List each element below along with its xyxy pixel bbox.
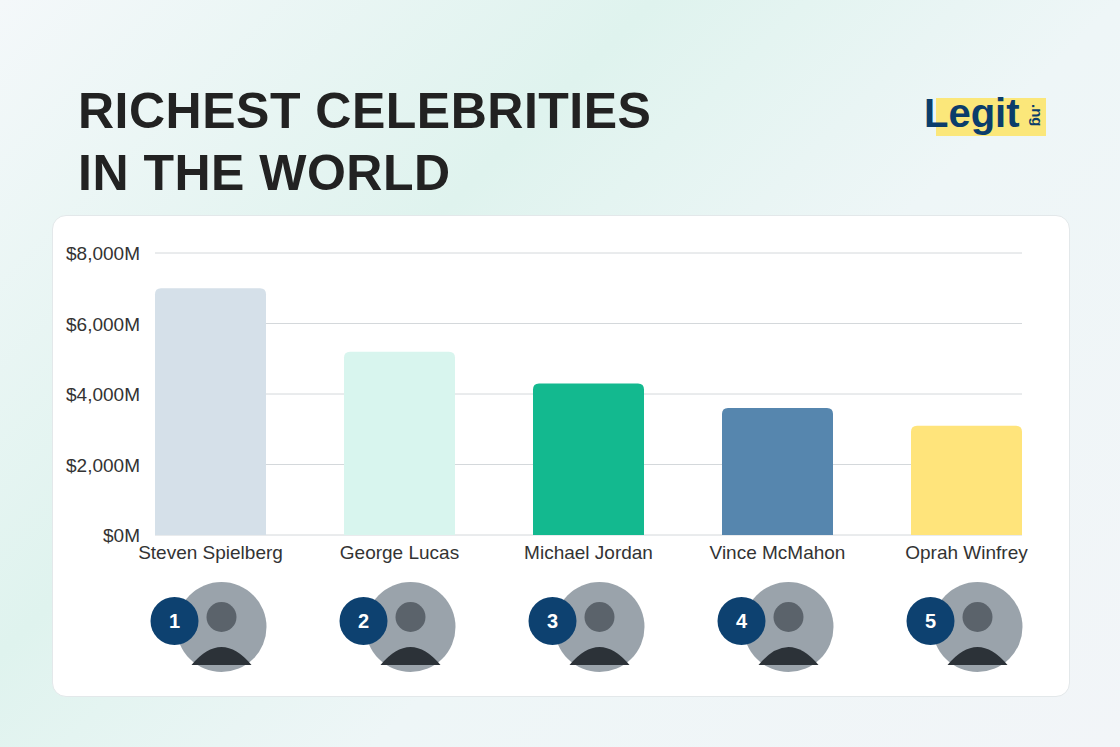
logo-suffix: .ng bbox=[1029, 104, 1046, 127]
bars bbox=[155, 288, 1022, 535]
rank-circle bbox=[907, 597, 955, 645]
photo-head bbox=[585, 602, 615, 632]
x-tick-label: Vince McMahon bbox=[710, 542, 846, 563]
rank-badge: 2 bbox=[340, 582, 456, 672]
photo-head bbox=[396, 602, 426, 632]
bar bbox=[344, 352, 455, 535]
rank-number: 5 bbox=[925, 610, 936, 632]
y-tick-label: $0M bbox=[103, 525, 140, 546]
grid-line bbox=[155, 323, 1022, 324]
rank-badge: 5 bbox=[907, 582, 1023, 672]
logo-name: Legit bbox=[924, 90, 1020, 136]
x-tick-label: George Lucas bbox=[340, 542, 459, 563]
x-tick-label: Michael Jordan bbox=[524, 542, 653, 563]
y-tick-label: $4,000M bbox=[66, 384, 140, 405]
photo-head bbox=[774, 602, 804, 632]
rank-number: 1 bbox=[169, 610, 180, 632]
photo-head bbox=[207, 602, 237, 632]
rank-number: 3 bbox=[547, 610, 558, 632]
page: {"chart_data": {"type": "bar", "title": … bbox=[0, 0, 1120, 747]
y-tick-label: $2,000M bbox=[66, 455, 140, 476]
x-tick-label: Steven Spielberg bbox=[138, 542, 283, 563]
rank-badge: 1 bbox=[151, 582, 267, 672]
photo-body bbox=[192, 647, 252, 665]
grid bbox=[155, 253, 1022, 535]
photo-body bbox=[381, 647, 441, 665]
photo-body bbox=[570, 647, 630, 665]
chart-svg: $0M $2,000M $4,000M $6,000M $8,000M Steven Sp… bbox=[0, 0, 1120, 747]
photo-head bbox=[963, 602, 993, 632]
grid-line bbox=[155, 253, 1022, 254]
photo-body bbox=[948, 647, 1008, 665]
rank-badge: 4 bbox=[718, 582, 834, 672]
rank-circle bbox=[718, 597, 766, 645]
bar bbox=[533, 383, 644, 535]
bar bbox=[722, 408, 833, 535]
rank-circle bbox=[151, 597, 199, 645]
rank-badge: 3 bbox=[529, 582, 645, 672]
logo: Legit .ng bbox=[922, 90, 1052, 136]
chart-title: RICHEST CELEBRITIES IN THE WORLD bbox=[78, 80, 678, 204]
bar bbox=[155, 288, 266, 535]
bar bbox=[911, 426, 1022, 535]
photo-body bbox=[759, 647, 819, 665]
x-tick-label: Oprah Winfrey bbox=[905, 542, 1028, 563]
rank-circle bbox=[340, 597, 388, 645]
y-tick-label: $6,000M bbox=[66, 314, 140, 335]
rank-number: 2 bbox=[358, 610, 369, 632]
rank-circle bbox=[529, 597, 577, 645]
y-tick-label: $8,000M bbox=[66, 243, 140, 264]
rank-number: 4 bbox=[736, 610, 748, 632]
